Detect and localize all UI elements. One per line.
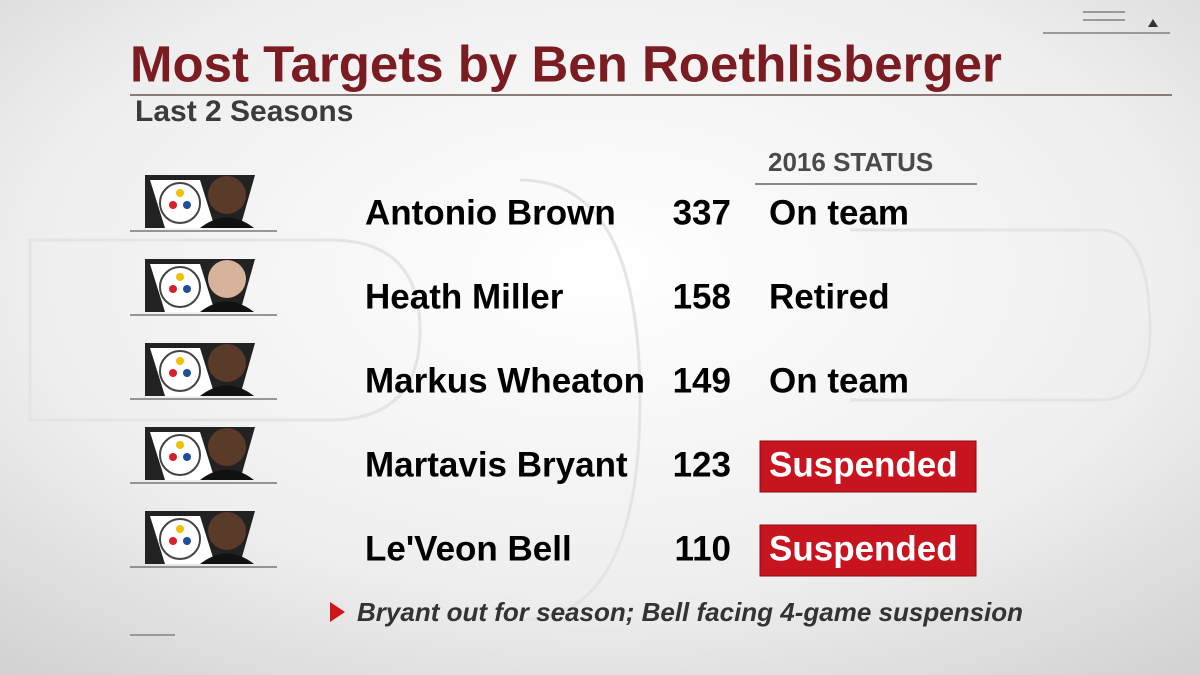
player-head xyxy=(208,260,246,298)
player-head xyxy=(208,428,246,466)
footnote-arrow xyxy=(330,602,345,622)
status: Suspended xyxy=(769,529,958,568)
player-name: Martavis Bryant xyxy=(365,445,628,484)
logo-dot xyxy=(176,273,184,281)
logo-dot xyxy=(183,453,191,461)
logo xyxy=(159,182,201,224)
status: On team xyxy=(769,361,909,400)
watermark xyxy=(28,178,1152,622)
player-head xyxy=(208,176,246,214)
status-badge xyxy=(759,524,977,577)
player-shoulders xyxy=(200,301,254,312)
logo-dot xyxy=(183,285,191,293)
player-shoulders xyxy=(200,469,254,480)
logo-dot xyxy=(169,285,177,293)
targets: 158 xyxy=(673,277,731,316)
player-name: Le'Veon Bell xyxy=(365,529,572,568)
player-icon xyxy=(130,175,277,232)
player-icon xyxy=(130,427,277,484)
player-icon xyxy=(130,511,277,568)
logo-dot xyxy=(176,357,184,365)
logo-dot xyxy=(169,453,177,461)
logo-dot xyxy=(183,537,191,545)
player-shoulders xyxy=(200,217,254,228)
player-head xyxy=(208,344,246,382)
player-icon xyxy=(130,343,277,400)
logo-dot xyxy=(176,441,184,449)
logo-dot xyxy=(169,201,177,209)
player-name: Heath Miller xyxy=(365,277,564,316)
targets: 110 xyxy=(675,529,731,568)
logo-dot xyxy=(176,525,184,533)
logo-dot xyxy=(169,537,177,545)
logo-dot xyxy=(176,189,184,197)
player-head xyxy=(208,512,246,550)
subtitle: Last 2 Seasons xyxy=(135,95,353,128)
footnote: Bryant out for season; Bell facing 4-gam… xyxy=(357,597,1023,627)
logo-dot xyxy=(169,369,177,377)
status: Suspended xyxy=(769,445,958,484)
logo xyxy=(159,518,201,560)
logo-dot xyxy=(183,201,191,209)
targets: 337 xyxy=(673,193,731,232)
menu-icon xyxy=(1043,11,1170,34)
logo xyxy=(159,434,201,476)
player-name: Markus Wheaton xyxy=(365,361,645,400)
player-name: Antonio Brown xyxy=(365,193,616,232)
player-shoulders xyxy=(200,385,254,396)
status: Retired xyxy=(769,277,890,316)
player-shoulders xyxy=(200,553,254,564)
player-icon xyxy=(130,259,277,316)
targets: 123 xyxy=(673,445,731,484)
title: Most Targets by Ben Roethlisberger xyxy=(130,35,1002,92)
status-badge xyxy=(759,440,977,493)
column-header: 2016 STATUS xyxy=(768,147,933,177)
logo-dot xyxy=(183,369,191,377)
logo xyxy=(159,350,201,392)
logo xyxy=(159,266,201,308)
targets: 149 xyxy=(673,361,731,400)
status: On team xyxy=(769,193,909,232)
